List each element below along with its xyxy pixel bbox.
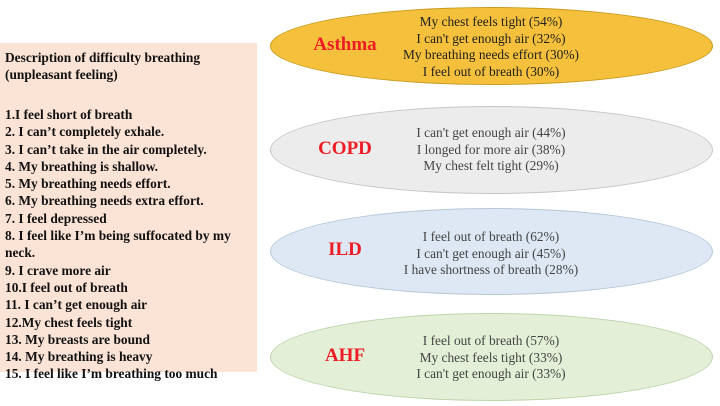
asthma-label: Asthma	[313, 34, 377, 55]
description-item: 13. My breasts are bound	[5, 331, 150, 347]
description-box: Description of difficulty breathing (unp…	[0, 43, 257, 381]
description-item: 10.I feel out of breath	[5, 279, 128, 295]
asthma-item: My chest feels tight (54%)	[419, 14, 563, 29]
ahf-item: My chest feels tight (33%)	[419, 349, 563, 365]
asthma-ellipse: Asthma My chest feels tight (54%) I can'…	[270, 7, 713, 85]
asthma-item: I can't get enough air (32%)	[416, 30, 566, 46]
description-item: 3. I can’t take in the air completely.	[5, 141, 207, 157]
description-item: 2. I can’t completely exhale.	[5, 124, 165, 140]
copd-items: I can't get enough air (44%) I longed fo…	[381, 125, 601, 175]
description-item: 12.My chest feels tight	[5, 314, 133, 330]
description-item: 8. I feel like I’m being suffocated by m…	[5, 228, 231, 261]
description-item: 1.I feel short of breath	[5, 107, 133, 122]
description-item: 5. My breathing needs effort.	[5, 176, 171, 192]
ahf-ellipse: AHF I feel out of breath (57%) My chest …	[270, 313, 713, 401]
ahf-item: I can't get enough air (33%)	[416, 366, 566, 381]
copd-ellipse: COPD I can't get enough air (44%) I long…	[270, 106, 713, 194]
copd-item: I longed for more air (38%)	[416, 141, 566, 157]
asthma-item: My breathing needs effort (30%)	[402, 47, 579, 62]
description-item: 9. I crave more air	[5, 262, 111, 278]
ild-items: I feel out of breath (62%) I can't get e…	[381, 229, 601, 279]
description-item: 14. My breathing is heavy	[5, 349, 153, 365]
copd-item: My chest felt tight (29%)	[423, 158, 559, 173]
description-title: Description of difficulty breathing (unp…	[5, 50, 201, 82]
asthma-item: I feel out of breath (30%)	[422, 63, 560, 79]
description-item: 7. I feel depressed	[5, 210, 107, 226]
description-list: 1.I feel short of breath 2. I can’t comp…	[5, 106, 253, 383]
ahf-item: I feel out of breath (57%)	[422, 333, 560, 348]
description-item: 11. I can’t get enough air	[5, 297, 148, 313]
ahf-label: AHF	[324, 345, 366, 366]
asthma-items: My chest feels tight (54%) I can't get e…	[381, 14, 601, 80]
copd-label: COPD	[318, 138, 372, 159]
ild-ellipse: ILD I feel out of breath (62%) I can't g…	[270, 208, 713, 295]
ild-item: I have shortness of breath (28%)	[403, 262, 579, 277]
ild-item: I can't get enough air (45%)	[416, 245, 566, 261]
copd-item: I can't get enough air (44%)	[416, 125, 566, 140]
ild-label: ILD	[328, 239, 362, 260]
description-item: 4. My breathing is shallow.	[5, 158, 159, 174]
description-item: 15. I feel like I’m breathing too much	[5, 366, 218, 382]
ahf-items: I feel out of breath (57%) My chest feel…	[381, 333, 601, 383]
ild-item: I feel out of breath (62%)	[422, 229, 560, 244]
description-item: 6. My breathing needs extra effort.	[5, 193, 204, 209]
